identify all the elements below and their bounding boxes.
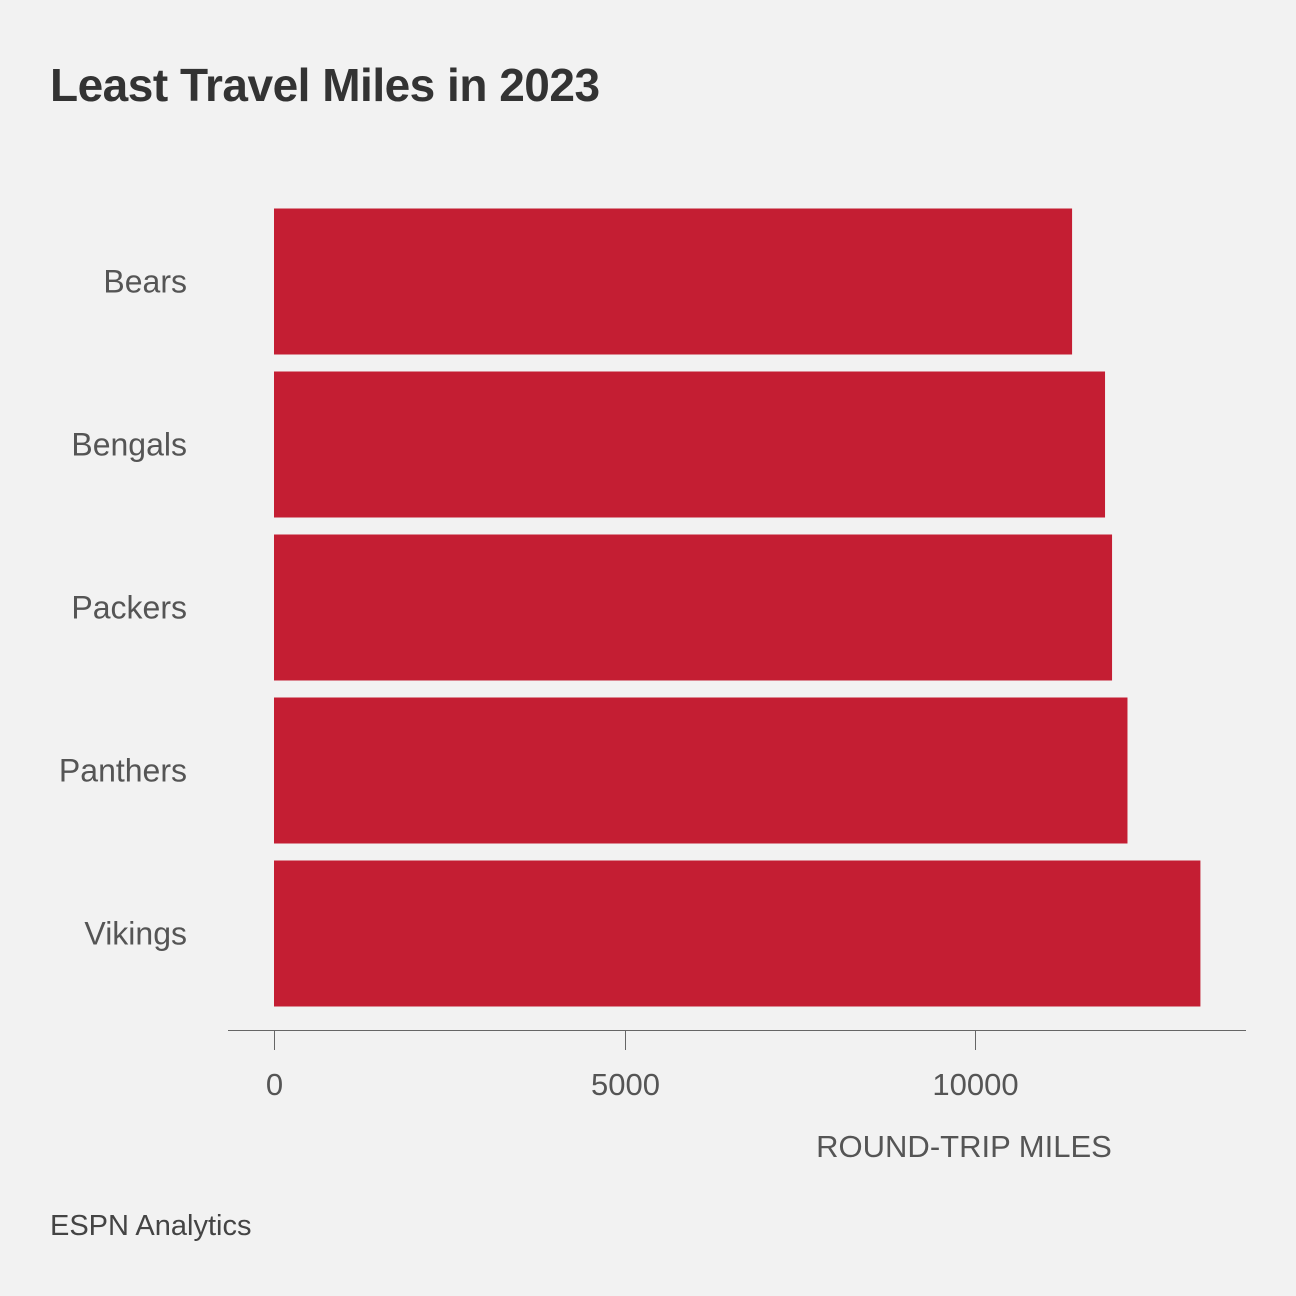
bar-packers: [274, 534, 1113, 681]
x-tick-label-0: 0: [266, 1067, 283, 1102]
category-labels-group: Bears Bengals Packers Panthers Vikings: [59, 264, 187, 952]
source-note: ESPN Analytics: [50, 1210, 252, 1242]
category-label-bears: Bears: [103, 264, 187, 300]
category-label-packers: Packers: [71, 590, 187, 626]
x-axis-title: ROUND-TRIP MILES: [816, 1129, 1112, 1164]
bar-bengals: [274, 371, 1106, 518]
x-tick-label-5000: 5000: [591, 1067, 660, 1102]
x-tick-label-10000: 10000: [932, 1067, 1018, 1102]
bar-vikings: [274, 860, 1201, 1007]
bar-panthers: [274, 697, 1128, 844]
bar-bears: [274, 208, 1073, 355]
category-label-bengals: Bengals: [71, 427, 187, 463]
x-axis-ticks-group: 0 5000 10000: [266, 1030, 1019, 1102]
category-label-vikings: Vikings: [84, 916, 187, 952]
category-label-panthers: Panthers: [59, 753, 187, 789]
bars-group: [274, 208, 1201, 1007]
chart-title: Least Travel Miles in 2023: [50, 59, 600, 111]
